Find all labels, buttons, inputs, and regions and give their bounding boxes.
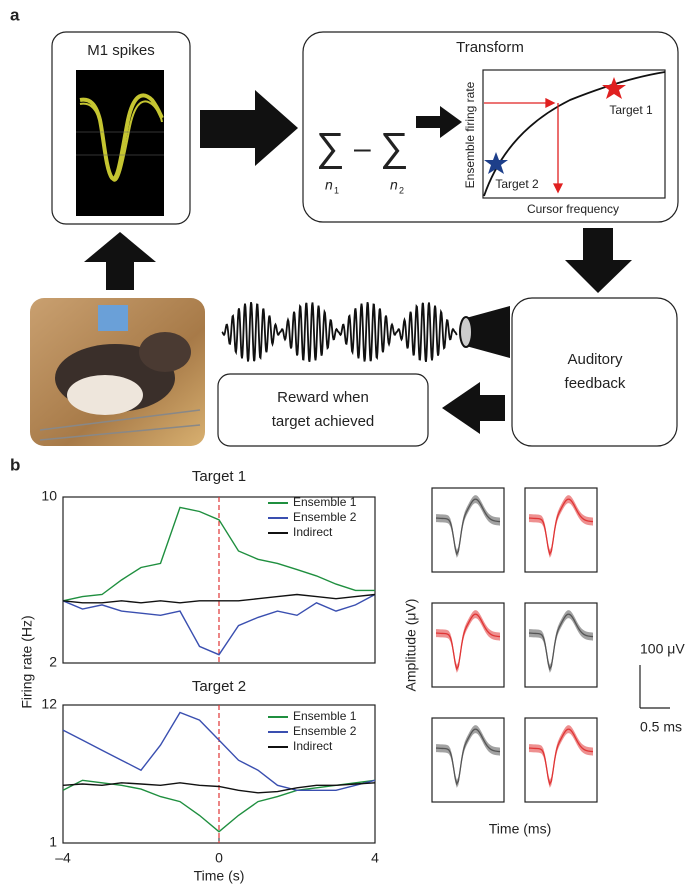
waveform-y-label: Amplitude (μV) [403,599,419,692]
arrow-down [565,228,632,293]
x-tick-label: –4 [55,850,71,866]
sum-symbol: ∑ [380,126,409,170]
sound-wave [222,302,457,362]
transform-box [303,32,678,222]
feedback-text: feedback [565,375,626,392]
chart-title: Target 1 [192,468,246,485]
panel-label: b [10,455,20,474]
waveform-box [525,603,597,687]
legend-label: Ensemble 2 [293,724,357,738]
sum-index: n [325,177,333,193]
sum-symbol: ∑ [316,126,345,170]
feedback-box [512,298,677,446]
scale-bar [640,665,670,708]
x-axis-label: Time (s) [194,868,245,884]
reward-text: Reward when [277,389,369,406]
transform-title: Transform [456,39,524,56]
waveform-box [432,718,504,802]
waveform-box [432,603,504,687]
legend-label: Ensemble 1 [293,709,357,723]
reward-box [218,374,428,446]
x-tick-label: 0 [215,850,223,866]
spike-scope [76,70,164,216]
legend-label: Indirect [293,739,333,753]
figure: a M1 spikes Transform ∑ – ∑ n 1 n 2 Targ… [0,0,692,891]
target-label: Target 1 [609,103,653,117]
waveform-box [432,488,504,572]
minus: – [354,132,371,165]
legend-label: Indirect [293,525,333,539]
sum-index: n [390,177,398,193]
arrow-right [200,90,298,166]
x-tick-label: 4 [371,850,379,866]
sum-index-sub: 1 [334,185,339,195]
y-tick-label: 12 [41,696,57,712]
sum-index-sub: 2 [399,185,404,195]
y-tick-label: 2 [49,654,57,670]
scale-label: 0.5 ms [640,719,682,735]
feedback-text: Auditory [567,351,623,368]
chart-title: Target 2 [192,678,246,695]
inset-x-label: Cursor frequency [527,202,619,216]
inset-y-label: Ensemble firing rate [463,81,477,188]
y-tick-label: 10 [41,488,57,504]
legend-label: Ensemble 1 [293,495,357,509]
legend-label: Ensemble 2 [293,510,357,524]
y-axis-label: Firing rate (Hz) [19,615,35,708]
m1-title: M1 spikes [87,42,155,59]
target-label: Target 2 [495,177,539,191]
y-tick-label: 1 [49,834,57,850]
speaker [460,306,510,358]
waveform-box [525,718,597,802]
rat-photo [30,298,205,446]
reward-text: target achieved [272,413,375,430]
arrow-left [442,382,505,434]
panel-label: a [10,5,20,24]
waveform-x-label: Time (ms) [489,821,551,837]
scale-label: 100 μV [640,641,685,657]
arrow-up [84,232,156,290]
waveform-box [525,488,597,572]
